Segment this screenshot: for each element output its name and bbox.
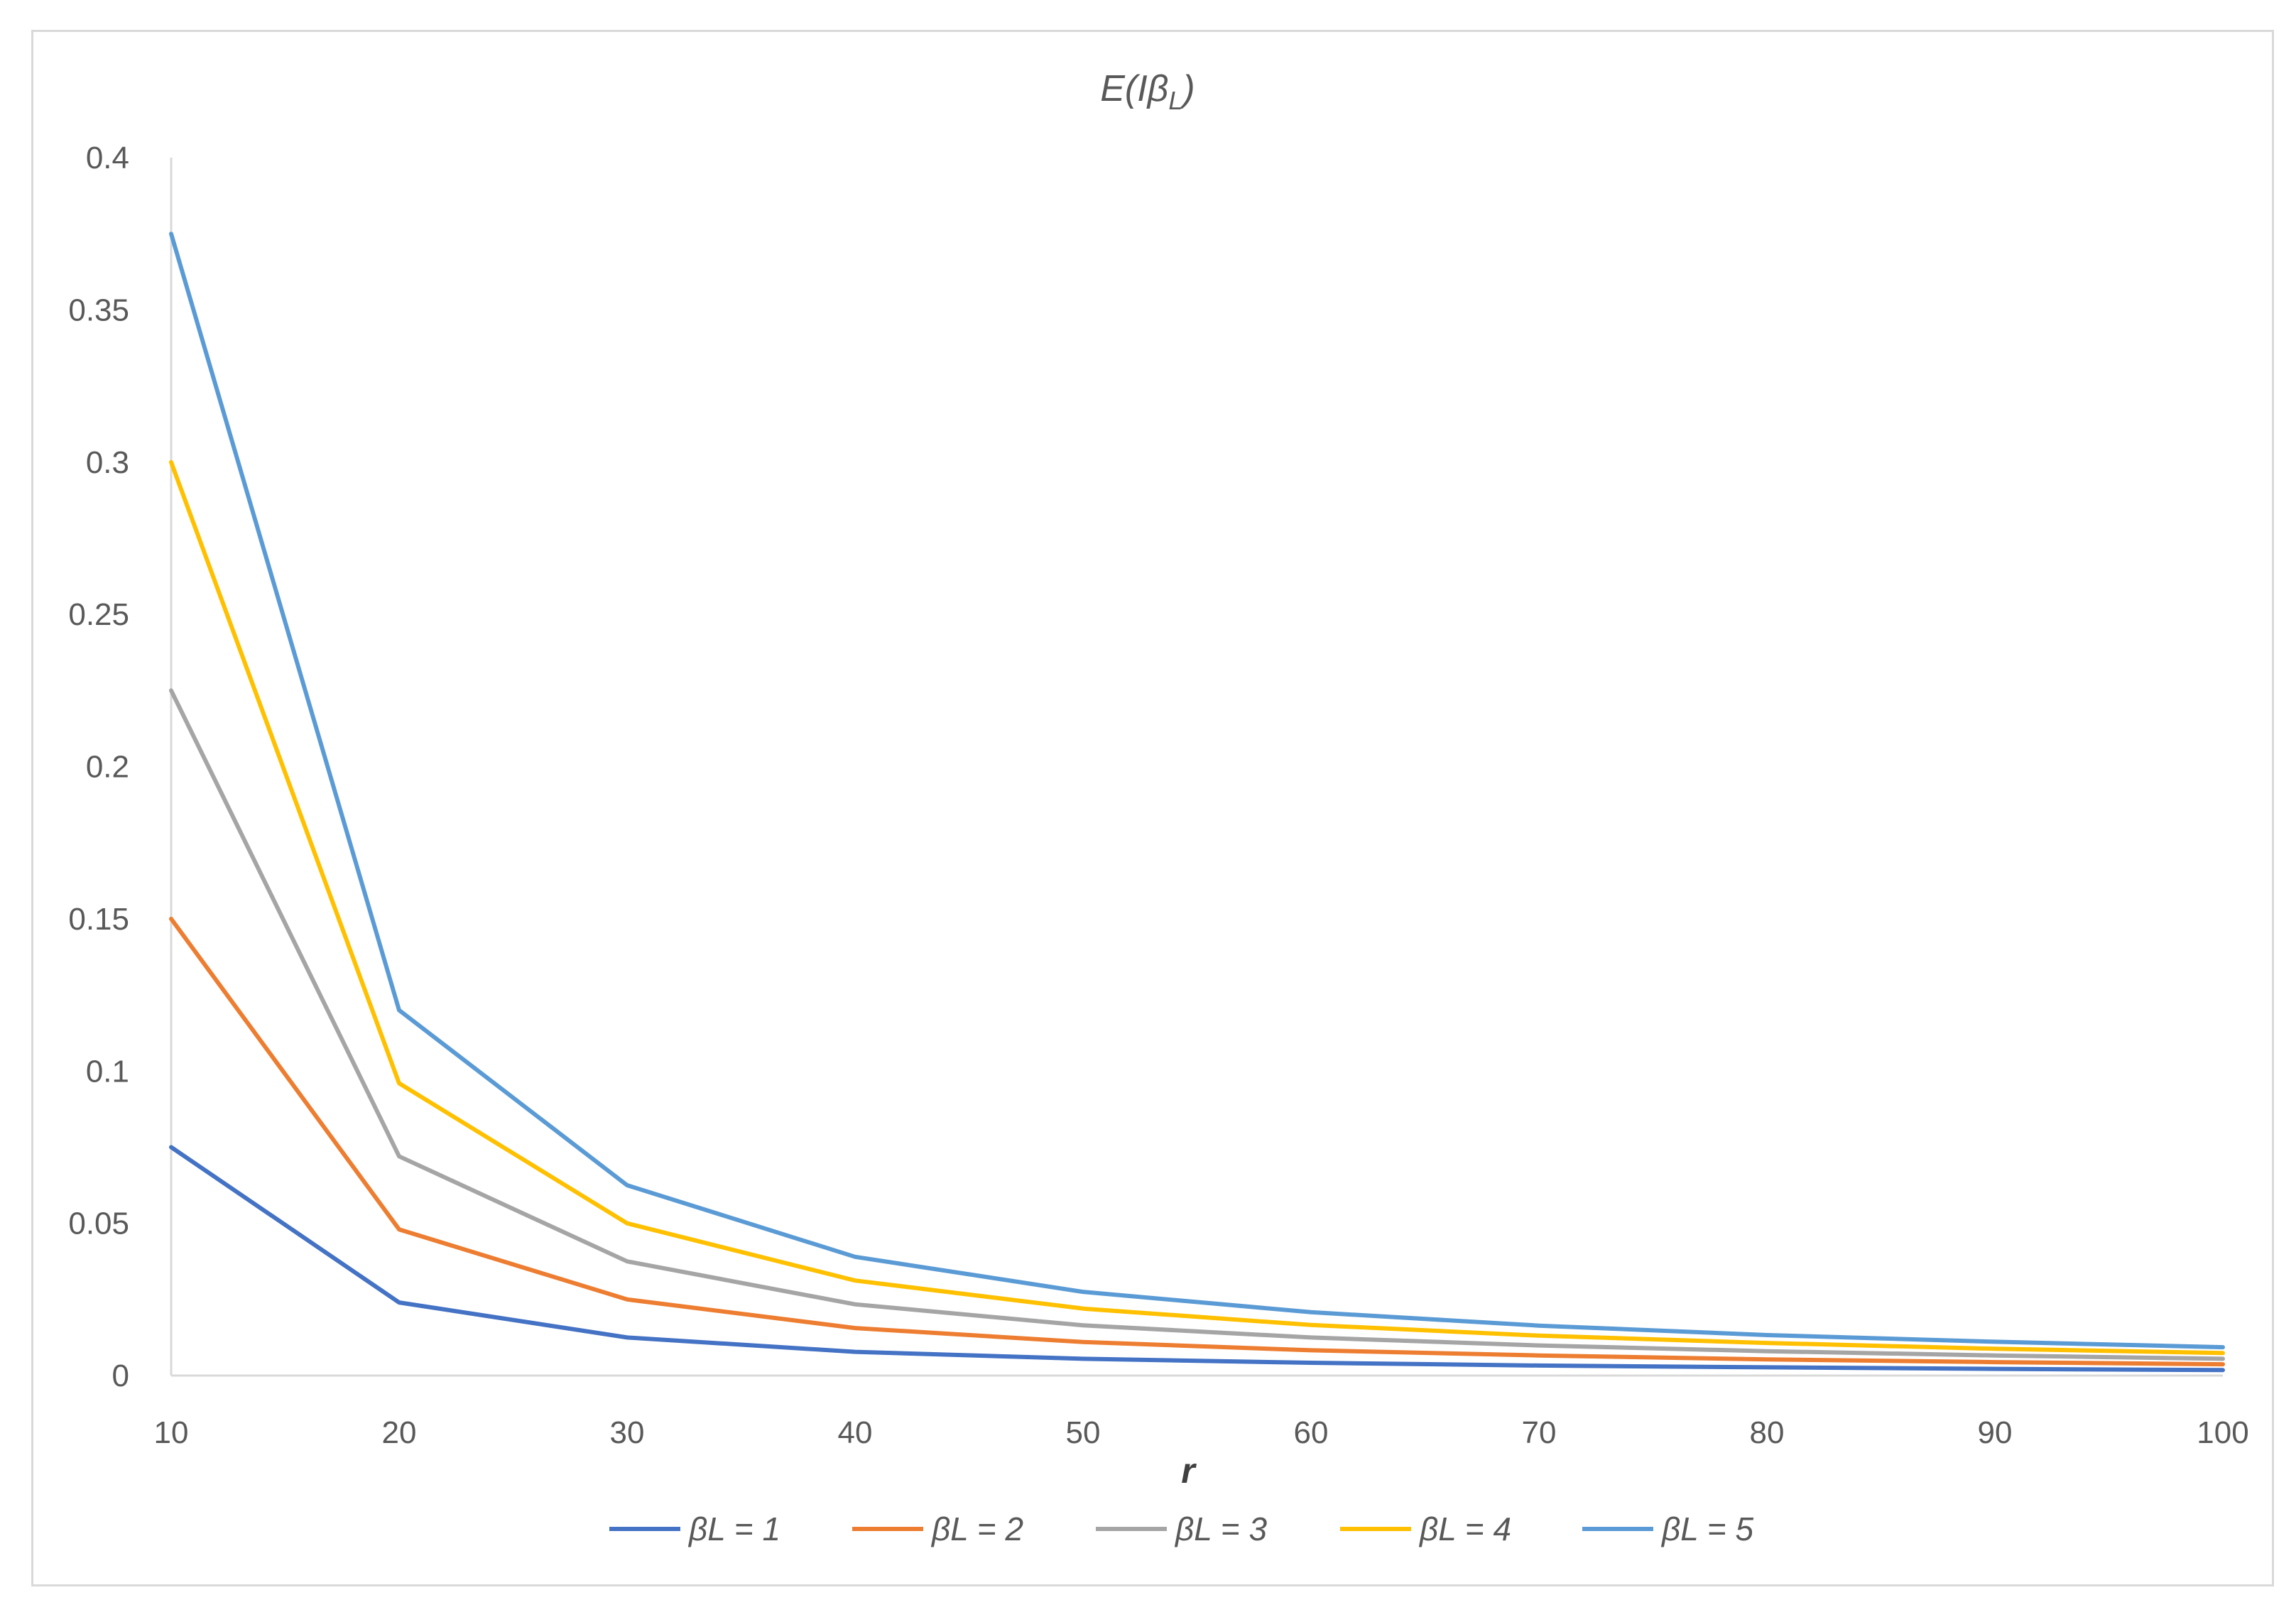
series-line-5	[169, 232, 2225, 1350]
legend-item-1: βL = 1	[609, 1510, 780, 1547]
chart-title: E(IβL)	[1100, 68, 1195, 115]
legend-label: βL = 1	[687, 1510, 780, 1547]
legend: βL = 1 βL = 2 βL = 3 βL = 4 βL = 5	[609, 1510, 1753, 1547]
series-line-1	[169, 1145, 2225, 1373]
legend-label: βL = 2	[930, 1510, 1023, 1547]
y-tick-label: 0.25	[68, 597, 129, 632]
series-lines	[169, 232, 2225, 1373]
legend-item-4: βL = 4	[1340, 1510, 1511, 1547]
y-axis: 0 0.05 0.1 0.15 0.2 0.25 0.3 0.35 0.4	[68, 141, 173, 1393]
legend-item-2: βL = 2	[852, 1510, 1023, 1547]
x-tick-label: 30	[610, 1415, 645, 1450]
x-axis: 10 20 30 40 50 60 70 80 90 100	[154, 1374, 2249, 1450]
y-tick-label: 0.4	[86, 141, 129, 175]
series-line-3	[169, 688, 2225, 1361]
y-tick-label: 0	[112, 1359, 129, 1393]
x-axis-title: r	[1181, 1451, 1197, 1491]
x-tick-label: 10	[154, 1415, 189, 1450]
y-tick-label: 0.1	[86, 1054, 129, 1089]
y-tick-label: 0.2	[86, 750, 129, 785]
x-tick-label: 100	[2197, 1415, 2248, 1450]
x-tick-label: 80	[1750, 1415, 1785, 1450]
legend-item-3: βL = 3	[1096, 1510, 1267, 1547]
legend-label: βL = 5	[1660, 1510, 1753, 1547]
x-tick-label: 60	[1294, 1415, 1329, 1450]
x-tick-label: 40	[838, 1415, 873, 1450]
x-tick-label: 70	[1522, 1415, 1557, 1450]
legend-label: βL = 3	[1174, 1510, 1267, 1547]
legend-item-5: βL = 5	[1582, 1510, 1753, 1547]
y-tick-label: 0.35	[68, 293, 129, 327]
series-line-4	[169, 459, 2225, 1356]
x-tick-label: 50	[1066, 1415, 1101, 1450]
x-tick-label: 90	[1978, 1415, 2013, 1450]
series-line-2	[169, 916, 2225, 1367]
legend-label: βL = 4	[1418, 1510, 1511, 1547]
y-tick-label: 0.15	[68, 902, 129, 937]
x-tick-label: 20	[382, 1415, 417, 1450]
y-tick-label: 0.05	[68, 1207, 129, 1241]
y-tick-label: 0.3	[86, 445, 129, 480]
